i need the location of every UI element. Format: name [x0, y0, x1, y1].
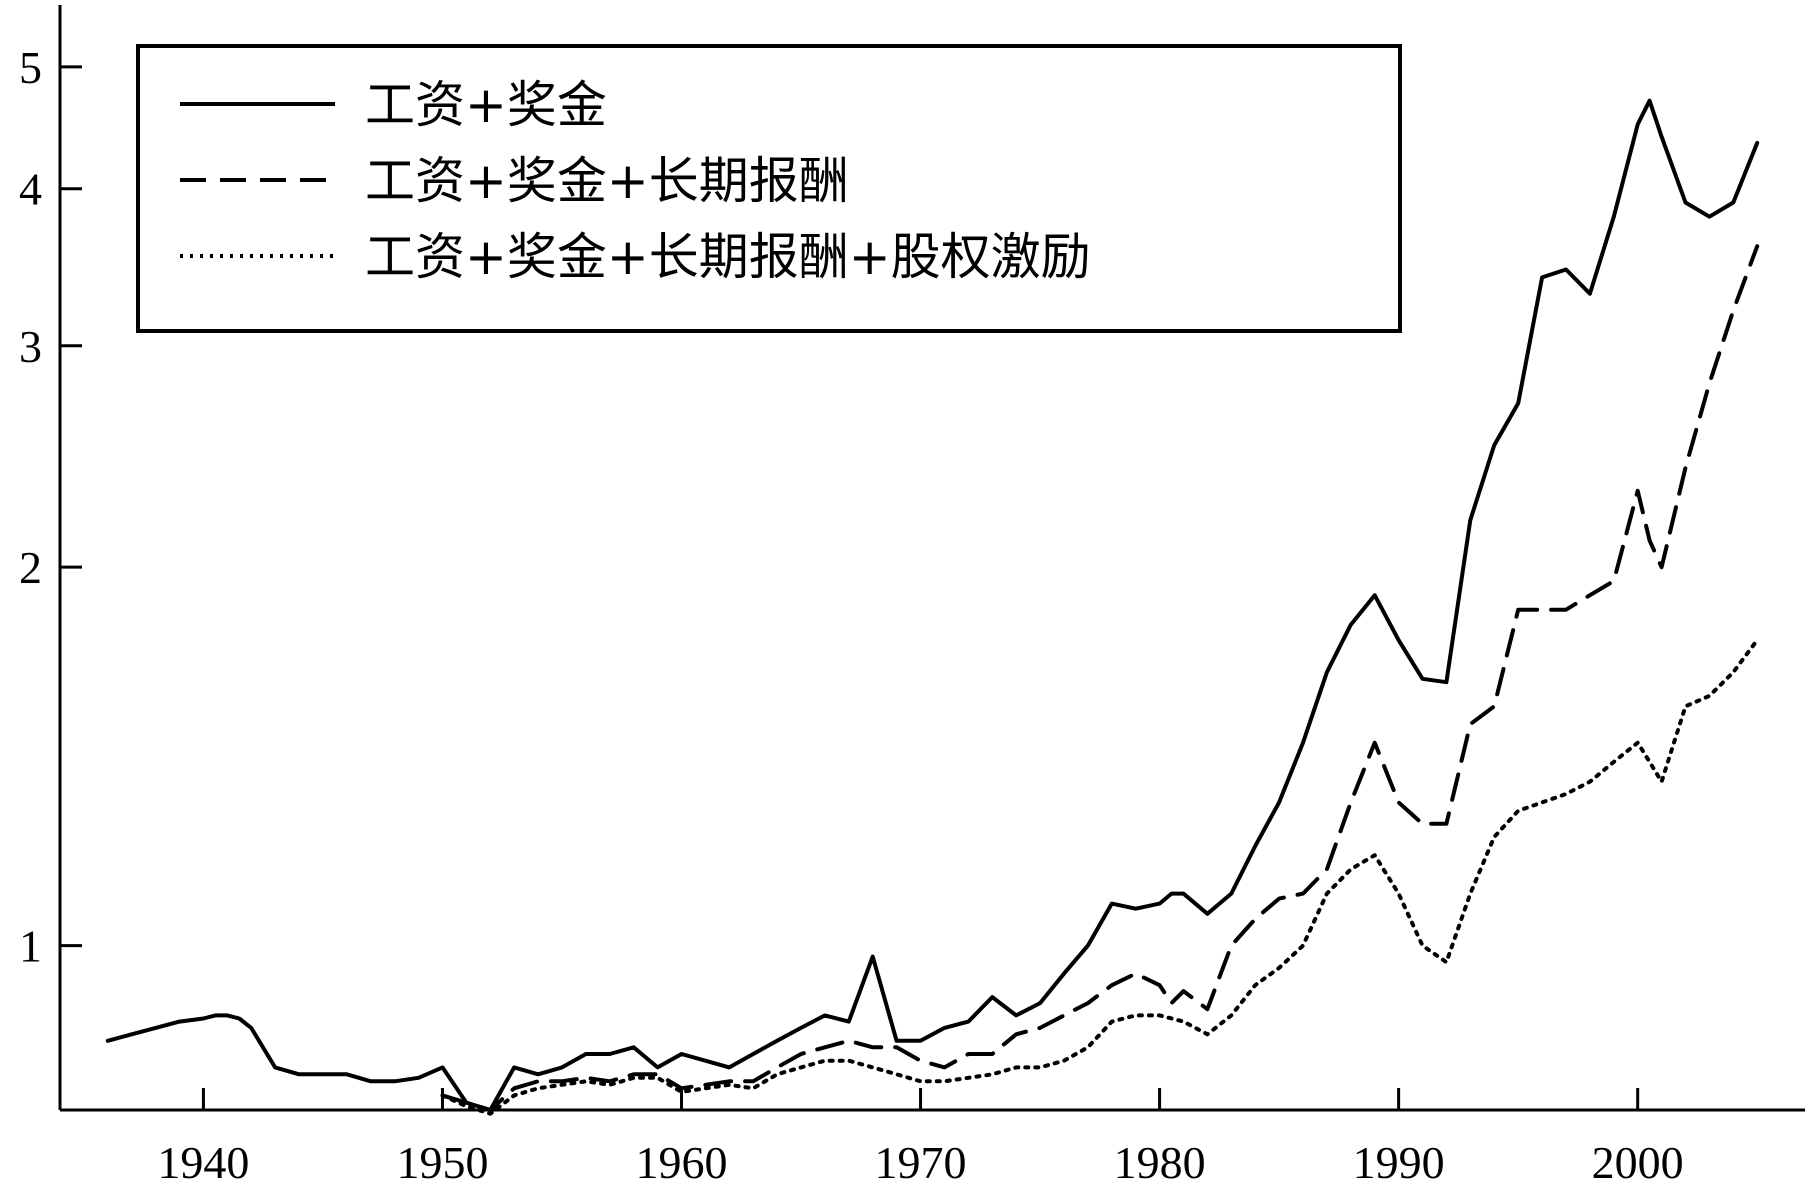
series-line-salary-bonus-ltip [440, 244, 1760, 1112]
x-tick-label: 1950 [396, 1137, 488, 1188]
legend-box [136, 44, 1402, 333]
y-tick-label: 1 [19, 921, 42, 972]
y-tick-label: 2 [19, 542, 42, 593]
legend-label: 工资+奖金+长期报酬 [365, 152, 849, 210]
y-ticks: 1 2 3 4 5 [19, 42, 82, 972]
x-tick-label: 1970 [875, 1137, 967, 1188]
series-line-salary-bonus-ltip-options [440, 638, 1760, 1116]
y-tick-label: 4 [19, 164, 42, 215]
y-tick-label: 5 [19, 42, 42, 93]
y-tick-label: 3 [19, 321, 42, 372]
axes: 1 2 3 4 5 1940 1950 1960 1970 1980 1990 2000 [19, 5, 1805, 1188]
series-line-salary-bonus [105, 98, 1760, 1112]
legend-label: 工资+奖金+长期报酬+股权激励 [365, 228, 1091, 286]
series-group [105, 98, 1760, 1116]
x-tick-label: 2000 [1592, 1137, 1684, 1188]
x-tick-label: 1980 [1114, 1137, 1206, 1188]
x-tick-label: 1960 [636, 1137, 728, 1188]
x-tick-label: 1940 [157, 1137, 249, 1188]
x-ticks: 1940 1950 1960 1970 1980 1990 2000 [157, 1088, 1684, 1188]
legend-label: 工资+奖金 [365, 76, 607, 134]
x-tick-label: 1990 [1353, 1137, 1445, 1188]
